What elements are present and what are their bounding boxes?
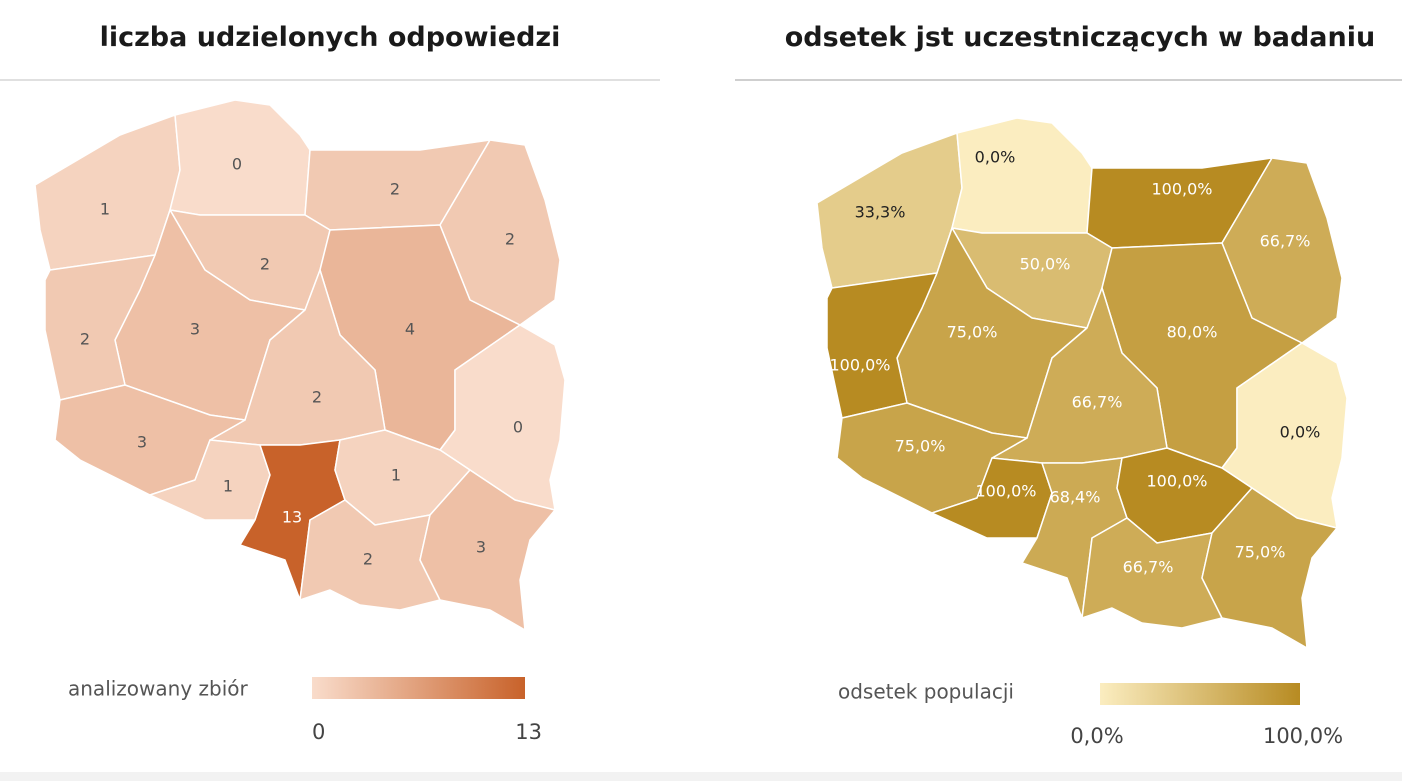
region-label: 66,7%: [1072, 393, 1123, 412]
region-label: 3: [476, 538, 486, 557]
region-label: 75,0%: [947, 323, 998, 342]
region: [1201, 487, 1338, 649]
map-title: odsetek jst uczestniczących w badaniu: [785, 22, 1375, 53]
region-label: 100,0%: [975, 482, 1036, 501]
footer-strip: [0, 772, 1402, 781]
region-label: 33,3%: [855, 203, 906, 222]
region-label: 2: [80, 330, 90, 349]
region-label: 2: [390, 180, 400, 199]
region-label: 66,7%: [1123, 558, 1174, 577]
map-title: liczba udzielonych odpowiedzi: [100, 22, 561, 53]
region-label: 80,0%: [1167, 323, 1218, 342]
region-label: 100,0%: [829, 356, 890, 375]
region-label: 75,0%: [1235, 543, 1286, 562]
legend-title: analizowany zbiór: [68, 677, 249, 701]
legend-label: 0,0%: [1070, 724, 1123, 748]
region-label: 68,4%: [1050, 488, 1101, 507]
region-label: 1: [100, 200, 110, 219]
map: [34, 99, 566, 631]
region-label: 1: [391, 466, 401, 485]
region-label: 66,7%: [1260, 232, 1311, 251]
region-label: 3: [137, 433, 147, 452]
region-label: 4: [405, 320, 415, 339]
region-label: 100,0%: [1151, 180, 1212, 199]
region-label: 1: [223, 477, 233, 496]
region-label: 0: [513, 418, 523, 437]
region-label: 50,0%: [1020, 255, 1071, 274]
region-label: 0,0%: [1280, 423, 1321, 442]
region-label: 2: [260, 255, 270, 274]
region-label: 2: [312, 388, 322, 407]
legend-gradient: [312, 677, 525, 699]
region-label: 100,0%: [1146, 472, 1207, 491]
region-label: 2: [363, 550, 373, 569]
region-label: 0,0%: [975, 148, 1016, 167]
region-label: 2: [505, 230, 515, 249]
region-label: 0: [232, 155, 242, 174]
region-label: 75,0%: [895, 437, 946, 456]
legend-label: 0: [312, 720, 325, 744]
legend-title: odsetek populacji: [838, 680, 1014, 704]
region-label: 13: [282, 508, 302, 527]
map: [816, 117, 1348, 649]
region-label: 3: [190, 320, 200, 339]
legend-label: 100,0%: [1263, 724, 1343, 748]
legend-gradient: [1100, 683, 1300, 705]
region: [951, 117, 1093, 234]
legend-label: 13: [515, 720, 542, 744]
region: [419, 469, 556, 631]
